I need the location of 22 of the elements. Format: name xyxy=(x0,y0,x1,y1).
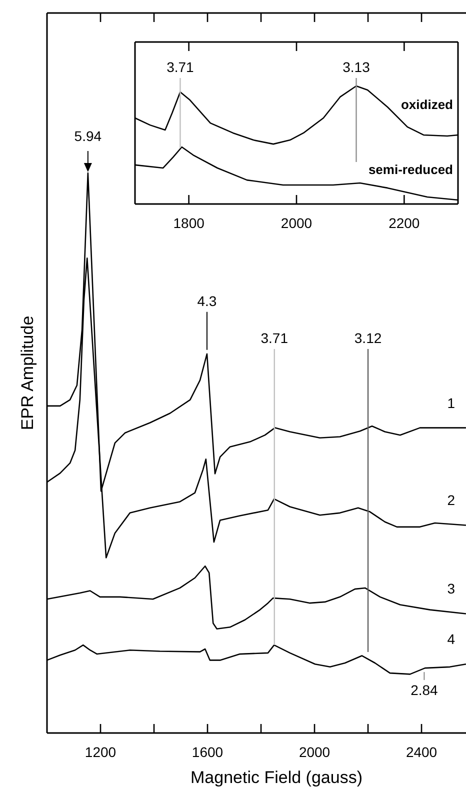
series-label: 3 xyxy=(447,580,456,597)
x-tick-label: 2000 xyxy=(298,744,330,760)
annotation: 3.12 xyxy=(354,330,382,346)
x-tick-label: 1200 xyxy=(84,744,116,760)
x-axis-title: Magnetic Field (gauss) xyxy=(190,768,362,787)
x-tick-label: 1800 xyxy=(173,215,205,231)
series-label: 4 xyxy=(447,631,456,648)
annotation: 3.71 xyxy=(166,59,194,75)
series-label: semi-reduced xyxy=(368,162,454,177)
annotation: 5.94 xyxy=(74,128,102,144)
x-tick-label: 1600 xyxy=(192,744,224,760)
series-label: oxidized xyxy=(400,96,454,112)
series-label: 1 xyxy=(447,394,456,411)
y-axis-title: EPR Amplitude xyxy=(18,316,37,430)
series-label: 2 xyxy=(447,492,456,508)
x-tick-label: 2000 xyxy=(280,215,312,231)
annotation: 3.13 xyxy=(342,59,370,75)
annotation: 3.71 xyxy=(260,330,288,346)
x-tick-label: 2400 xyxy=(406,744,438,760)
annotation: 4.3 xyxy=(197,292,217,309)
annotation: 2.84 xyxy=(410,682,438,698)
x-tick-label: 2200 xyxy=(388,215,420,231)
